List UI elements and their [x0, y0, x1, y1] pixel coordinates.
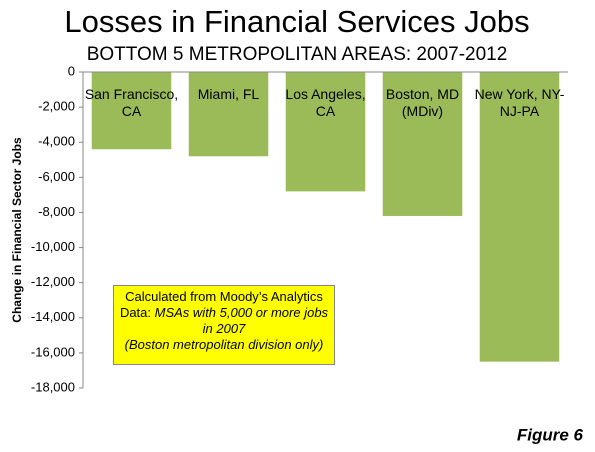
chart-subtitle: BOTTOM 5 METROPOLITAN AREAS: 2007-2012 — [87, 44, 508, 65]
annotation-text: (Boston metropolitan division only) — [124, 337, 324, 352]
annotation: Calculated from Moody’s Analytics Data: … — [113, 285, 335, 365]
category-label: San Francisco, CA — [84, 86, 179, 119]
y-tick-label: -10,000 — [31, 239, 75, 254]
y-tick-label: -6,000 — [38, 169, 75, 184]
bar — [285, 72, 366, 192]
y-tick-label: -12,000 — [31, 274, 75, 289]
bar — [479, 72, 560, 362]
y-tick-label: -2,000 — [38, 99, 75, 114]
chart-title: Losses in Financial Services Jobs — [64, 4, 529, 39]
y-tick-label: -14,000 — [31, 309, 75, 324]
figure-label: Figure 6 — [517, 425, 584, 444]
bar — [188, 72, 269, 157]
y-tick-label: -4,000 — [38, 134, 75, 149]
bar — [382, 72, 463, 216]
y-tick-label: -8,000 — [38, 204, 75, 219]
annotation-text: Calculated from Moody’s Analytics Data: — [119, 289, 323, 320]
y-tick-label: -16,000 — [31, 344, 75, 359]
y-tick-label: -18,000 — [31, 379, 75, 394]
y-axis-label: Change in Financial Sector Jobs — [10, 137, 24, 323]
category-label: Miami, FL — [197, 86, 260, 102]
category-label: New York, NY-NJ-PA — [474, 86, 565, 119]
bar — [91, 72, 172, 150]
category-label: Boston, MD (MDiv) — [385, 86, 460, 119]
category-label: Los Angeles, CA — [285, 86, 366, 119]
y-tick-label: 0 — [68, 63, 75, 78]
annotation-text: MSAs with 5,000 or more jobs in 2007 — [154, 305, 329, 336]
